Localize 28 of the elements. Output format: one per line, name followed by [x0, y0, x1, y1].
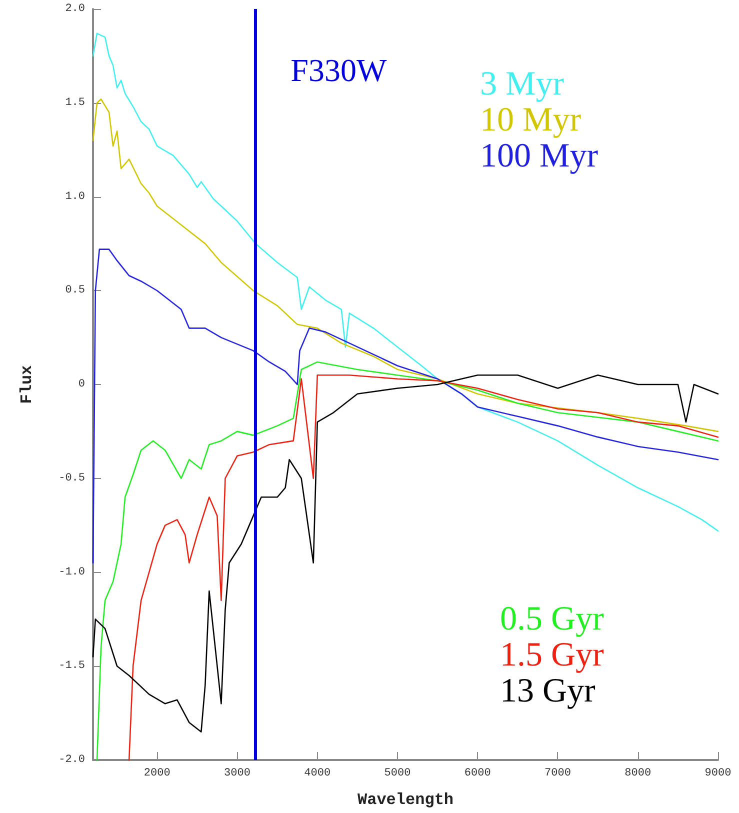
x-tick-label: 6000 — [464, 768, 491, 780]
line-series — [92, 32, 719, 532]
y-tick-label: -2.0 — [58, 754, 85, 766]
y-tick-label: 2.0 — [65, 3, 85, 15]
y-tick-label: -1.5 — [58, 660, 85, 672]
x-tick-label: 7000 — [544, 768, 571, 780]
text: 13 Gyr — [500, 672, 596, 710]
y-tick-label: -1.0 — [58, 566, 85, 578]
text: 1.5 Gyr — [500, 636, 605, 674]
y-tick-label: 1.5 — [65, 96, 85, 109]
line-series — [92, 248, 719, 564]
x-tick-label: 9000 — [704, 768, 732, 780]
ref-line-label: F330W — [290, 52, 388, 88]
y-tick-label: 0 — [78, 378, 85, 390]
x-tick-label: 4000 — [304, 768, 331, 780]
text: 0.5 Gyr — [500, 600, 605, 638]
y-tick-label: 1.0 — [65, 190, 85, 203]
text: 100 Myr — [480, 138, 599, 174]
text: 3 Myr — [480, 66, 565, 102]
y-tick-label: -0.5 — [58, 472, 85, 484]
x-axis-title: Wavelength — [357, 791, 454, 809]
y-axis-title: Flux — [18, 364, 36, 404]
x-tick-label: 8000 — [624, 768, 652, 780]
x-tick-label: 3000 — [224, 768, 250, 780]
y-tick-label: 0.5 — [65, 284, 85, 297]
x-tick-label: 2000 — [144, 768, 170, 780]
text: 10 Myr — [480, 102, 582, 138]
x-tick-label: 5000 — [384, 768, 411, 780]
